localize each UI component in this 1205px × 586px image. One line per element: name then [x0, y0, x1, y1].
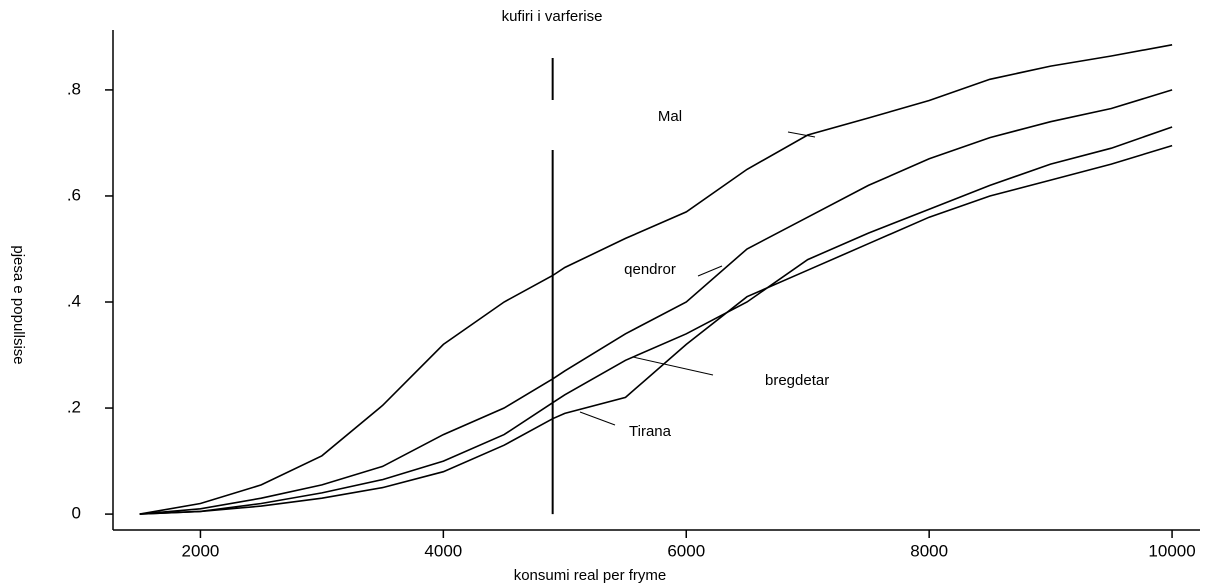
series-label: qendror: [624, 261, 676, 278]
x-tick-label: 6000: [667, 541, 705, 560]
x-tick-label: 8000: [910, 541, 948, 560]
x-axis-label: konsumi real per fryme: [514, 567, 667, 584]
leader-line: [787, 131, 816, 138]
leader-line: [579, 411, 616, 426]
series-line: [139, 144, 1173, 515]
y-tick-label: 0: [72, 504, 81, 523]
series-label: Tirana: [629, 423, 672, 440]
y-tick-label: .2: [67, 398, 81, 417]
series-label: Mal: [658, 108, 682, 125]
leader-line: [697, 265, 723, 277]
x-tick-label: 2000: [182, 541, 220, 560]
y-axis-label: pjesa e popullsise: [10, 245, 27, 364]
y-tick-label: .8: [67, 79, 81, 98]
series-line: [139, 44, 1173, 515]
y-tick-label: .4: [67, 291, 81, 310]
series-label: bregdetar: [765, 372, 829, 389]
series-line: [139, 126, 1173, 515]
leader-line: [632, 356, 714, 376]
x-tick-label: 4000: [424, 541, 462, 560]
series-line: [139, 89, 1173, 515]
y-tick-label: .6: [67, 185, 81, 204]
chart-title: kufiri i varferise: [502, 8, 603, 25]
x-tick-label: 10000: [1148, 541, 1195, 560]
